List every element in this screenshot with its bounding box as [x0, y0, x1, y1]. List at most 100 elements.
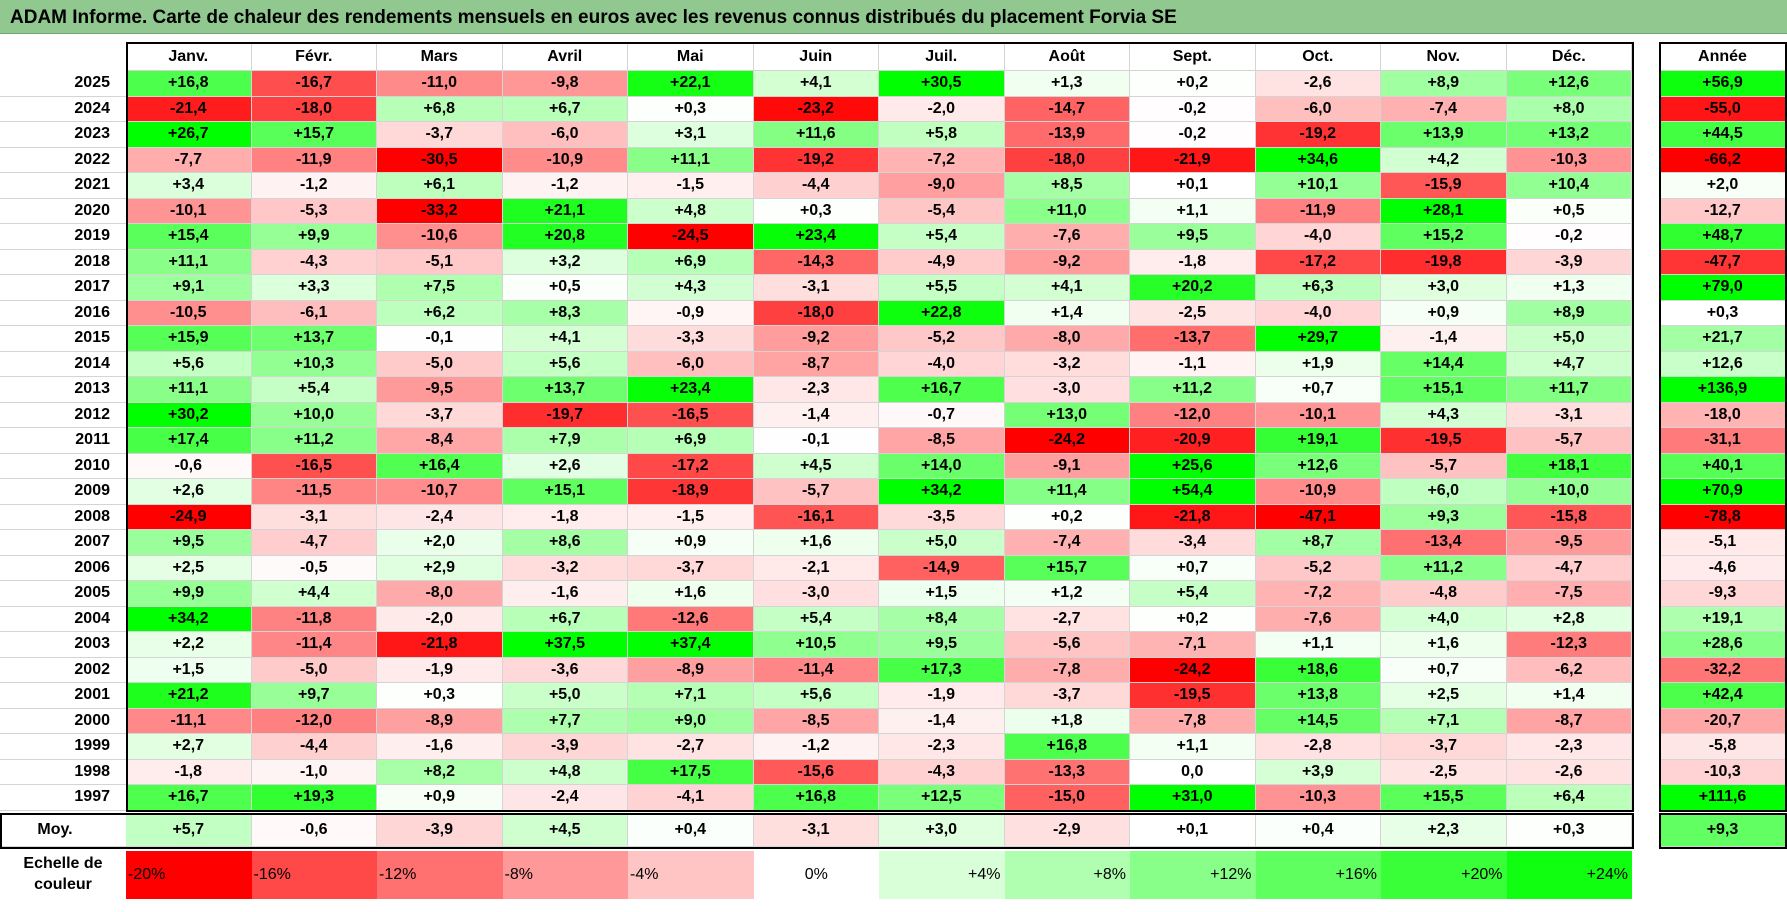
heatmap-cell: -8,4: [377, 428, 503, 454]
heatmap-cell: -8,5: [879, 428, 1005, 454]
heatmap-cell: +26,7: [126, 122, 252, 148]
heatmap-cell: -1,8: [1130, 249, 1256, 275]
heatmap-cell: -9,1: [1004, 453, 1130, 479]
heatmap-cell: +34,2: [126, 606, 252, 632]
heatmap-cell: -19,5: [1130, 683, 1256, 709]
heatmap-cell: -4,0: [1255, 300, 1381, 326]
heatmap-cell: -0,9: [628, 300, 754, 326]
heatmap-cell: +15,5: [1381, 785, 1507, 811]
row-year-label: 2023: [0, 122, 126, 148]
row-year-label: 2018: [0, 249, 126, 275]
heatmap-cell: +16,4: [377, 453, 503, 479]
heatmap-cell: -5,1: [377, 249, 503, 275]
heatmap-cell: -8,9: [628, 657, 754, 683]
heatmap-cell: +37,4: [628, 632, 754, 658]
month-header: Août: [1004, 43, 1130, 71]
heatmap-cell: +19,3: [251, 785, 377, 811]
heatmap-cell: -1,4: [1381, 326, 1507, 352]
heatmap-cell: -2,7: [1004, 606, 1130, 632]
heatmap-cell: +8,4: [879, 606, 1005, 632]
heatmap-cell: +11,4: [1004, 479, 1130, 505]
heatmap-cell: -2,7: [628, 734, 754, 760]
heatmap-cell: -3,4: [1130, 530, 1256, 556]
heatmap-cell: -12,3: [1506, 632, 1632, 658]
heatmap-cell: -10,5: [126, 300, 252, 326]
heatmap-cell: +9,3: [1381, 504, 1507, 530]
heatmap-cell: +19,1: [1255, 428, 1381, 454]
heatmap-cell: -21,9: [1130, 147, 1256, 173]
color-scale-swatch: +4%: [879, 851, 1005, 899]
row-year-label: 2007: [0, 530, 126, 556]
year-column-header: Année: [1659, 43, 1787, 71]
heatmap-cell: -18,0: [753, 300, 879, 326]
heatmap-cell: +2,7: [126, 734, 252, 760]
heatmap-cell: +1,6: [1381, 632, 1507, 658]
row-year-label: 2013: [0, 377, 126, 403]
annual-cell: +56,9: [1659, 71, 1787, 97]
heatmap-cell: -10,6: [377, 224, 503, 250]
row-year-label: 2012: [0, 402, 126, 428]
annual-cell: -66,2: [1659, 147, 1787, 173]
heatmap-cell: +4,4: [251, 581, 377, 607]
heatmap-cell: -19,5: [1381, 428, 1507, 454]
heatmap-cell: +4,1: [753, 71, 879, 97]
heatmap-cell: -3,1: [1506, 402, 1632, 428]
average-cell: +0,1: [1130, 814, 1256, 847]
row-year-label: 2021: [0, 173, 126, 199]
heatmap-cell: +21,1: [502, 198, 628, 224]
heatmap-cell: -6,2: [1506, 657, 1632, 683]
heatmap-cell: -11,0: [377, 71, 503, 97]
heatmap-cell: +5,4: [879, 224, 1005, 250]
heatmap-cell: +9,5: [1130, 224, 1256, 250]
heatmap-cell: +5,6: [502, 351, 628, 377]
heatmap-cell: -7,4: [1381, 96, 1507, 122]
heatmap-cell: +17,3: [879, 657, 1005, 683]
heatmap-cell: +0,2: [1130, 606, 1256, 632]
heatmap-cell: +0,9: [377, 785, 503, 811]
row-year-label: 2024: [0, 96, 126, 122]
heatmap-cell: +16,8: [1004, 734, 1130, 760]
heatmap-cell: -4,7: [1506, 555, 1632, 581]
heatmap-cell: -13,7: [1130, 326, 1256, 352]
heatmap-cell: -5,2: [879, 326, 1005, 352]
color-scale-swatch: +16%: [1255, 851, 1381, 899]
heatmap-cell: +5,0: [879, 530, 1005, 556]
heatmap-cell: -24,5: [628, 224, 754, 250]
heatmap-cell: -21,8: [377, 632, 503, 658]
heatmap-cell: +13,0: [1004, 402, 1130, 428]
heatmap-cell: +6,9: [628, 249, 754, 275]
heatmap-cell: -9,0: [879, 173, 1005, 199]
heatmap-cell: +15,4: [126, 224, 252, 250]
heatmap-cell: -0,6: [126, 453, 252, 479]
heatmap-cell: +8,9: [1381, 71, 1507, 97]
heatmap-cell: +5,4: [753, 606, 879, 632]
heatmap-cell: +0,5: [1506, 198, 1632, 224]
heatmap-cell: +0,7: [1130, 555, 1256, 581]
heatmap-cell: +10,0: [1506, 479, 1632, 505]
heatmap-cell: +20,8: [502, 224, 628, 250]
average-annual-cell: +9,3: [1659, 814, 1787, 847]
heatmap-cell: -7,8: [1130, 708, 1256, 734]
heatmap-cell: -3,5: [879, 504, 1005, 530]
row-year-label: 1999: [0, 734, 126, 760]
annual-cell: -20,7: [1659, 708, 1787, 734]
heatmap-cell: +4,0: [1381, 606, 1507, 632]
heatmap-cell: +2,6: [502, 453, 628, 479]
average-cell: +0,4: [628, 814, 754, 847]
row-year-label: 2014: [0, 351, 126, 377]
heatmap-cell: +1,6: [628, 581, 754, 607]
heatmap-cell: +13,9: [1381, 122, 1507, 148]
month-header: Mars: [377, 43, 503, 71]
heatmap-cell: +20,2: [1130, 275, 1256, 301]
heatmap-cell: -10,1: [1255, 402, 1381, 428]
average-cell: -2,9: [1004, 814, 1130, 847]
heatmap-cell: -7,7: [126, 147, 252, 173]
heatmap-cell: -4,3: [251, 249, 377, 275]
color-scale-swatch: -20%: [126, 851, 252, 899]
row-year-label: 2009: [0, 479, 126, 505]
heatmap-cell: -15,0: [1004, 785, 1130, 811]
heatmap-cell: +6,9: [628, 428, 754, 454]
heatmap-cell: +4,7: [1506, 351, 1632, 377]
heatmap-cell: -3,1: [251, 504, 377, 530]
color-scale-swatch: -4%: [628, 851, 754, 899]
